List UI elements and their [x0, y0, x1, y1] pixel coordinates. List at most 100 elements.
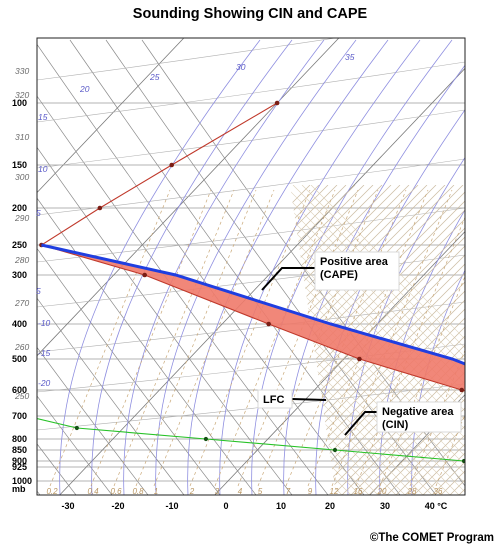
pressure-label: 300	[12, 270, 27, 280]
hatch-line	[290, 185, 334, 495]
callout-box	[257, 389, 293, 409]
mixing-ratio-label: 1	[154, 487, 158, 496]
callout-text: (CIN)	[382, 419, 409, 431]
mixing-ratio-line	[189, 189, 311, 487]
dry-adiabat	[37, 346, 149, 495]
mixing-ratio-label: 16	[354, 487, 363, 496]
mixing-ratio-label: 5	[258, 487, 263, 496]
pressure-label: 925	[12, 462, 27, 472]
theta-label: 260	[14, 342, 29, 352]
callout-text: (CAPE)	[320, 269, 358, 281]
mixing-ratio-line	[257, 189, 379, 487]
hatch-line	[290, 185, 451, 495]
moist-adiabat	[59, 39, 261, 495]
dry-adiabat	[0, 40, 4, 495]
mixing-ratio-label: 0.4	[87, 487, 99, 496]
mixing-ratio-line	[237, 189, 359, 487]
hatch-line	[290, 185, 347, 495]
mixing-ratio-line	[214, 189, 336, 487]
temperature-tick-label: -30	[61, 501, 74, 511]
callout-leader	[261, 267, 315, 291]
temperature-tick-label: -10	[165, 501, 178, 511]
theta-line	[37, 207, 465, 263]
pressure-label: 900	[12, 456, 27, 466]
theta-e-label: -10	[38, 318, 51, 328]
mixing-ratio-lines	[49, 189, 465, 487]
dry-adiabat	[37, 146, 293, 495]
hatch-line	[0, 185, 261, 495]
cape-cin-areas	[41, 245, 465, 391]
hatch-line	[290, 185, 437, 495]
dry-adiabat	[37, 395, 113, 495]
pressure-label: 200	[12, 203, 27, 213]
temperature-tick-label: 40 °C	[425, 501, 448, 511]
moist-adiabat	[347, 156, 465, 495]
mixing-ratio-line	[90, 189, 212, 487]
moist-adiabat	[251, 39, 453, 495]
hatch-line	[477, 185, 500, 495]
hatch-line	[290, 185, 446, 495]
temperature-tick-label: -20	[111, 501, 124, 511]
hatch-line	[0, 185, 63, 495]
hatch-line	[350, 185, 465, 495]
axis-labels: 1001502002503004005006007008008509009251…	[12, 52, 448, 511]
theta-line	[37, 383, 465, 431]
moist-adiabat	[123, 39, 325, 495]
hatch-line	[290, 185, 401, 495]
dry-adiabat	[37, 443, 77, 495]
temperature-point	[459, 387, 465, 393]
callout-leader	[291, 398, 327, 401]
mixing-ratio-label: 0.8	[132, 487, 144, 496]
cape-area	[41, 245, 465, 391]
hatch-line	[290, 185, 465, 495]
chart-title: Sounding Showing CIN and CAPE	[132, 6, 368, 22]
dry-adiabat	[37, 490, 41, 495]
mixing-ratio-line	[331, 189, 453, 487]
mixing-ratio-line	[153, 189, 275, 487]
hatch-line	[0, 185, 252, 495]
theta-e-label: 25	[149, 72, 160, 82]
moist-adiabat	[411, 269, 465, 495]
lfc-callout: LFC	[257, 389, 327, 409]
theta-line	[37, 109, 465, 169]
callout-text: Negative area	[382, 406, 454, 418]
hatch-line	[332, 185, 465, 495]
hatch-line	[290, 185, 433, 495]
theta-line	[37, 38, 338, 81]
cin-callout: Negative area(CIN)	[344, 401, 462, 436]
temperature-tick-label: 20	[325, 501, 335, 511]
temperature-point	[142, 272, 147, 278]
hatch-line	[377, 185, 465, 495]
hatch-line	[301, 185, 465, 495]
dry-adiabat	[105, 39, 437, 495]
hatch-line	[290, 185, 365, 495]
hatch-line	[290, 185, 465, 495]
callouts: Positive area(CAPE) LFC Negative area(CIN)	[257, 251, 462, 436]
theta-label: 270	[14, 298, 29, 308]
hatch-line	[468, 185, 500, 495]
hatch-line	[290, 185, 410, 495]
isotherm	[37, 38, 185, 194]
pressure-label: 850	[12, 445, 27, 455]
theta-e-label: 5	[36, 208, 41, 218]
moist-adiabat	[155, 39, 357, 495]
sounding-profiles	[37, 100, 465, 464]
hatch-line	[341, 185, 465, 495]
hatch-line	[0, 185, 9, 495]
hatch-line	[290, 185, 428, 495]
dewpoint-point	[74, 425, 79, 431]
pressure-label: 500	[12, 354, 27, 364]
temperature-tick-label: 0	[223, 501, 228, 511]
hatch-line	[0, 185, 198, 495]
dewpoint-point	[332, 447, 338, 453]
temperature-point	[274, 100, 280, 106]
hatch-line	[290, 185, 352, 495]
theta-e-label: 15	[38, 112, 48, 122]
theta-e-label: -15	[38, 348, 51, 358]
plot-frame	[36, 37, 466, 496]
hatch-line	[0, 185, 189, 495]
hatch-line	[0, 185, 216, 495]
pressure-label: 600	[12, 385, 27, 395]
hatch-line	[310, 185, 465, 495]
